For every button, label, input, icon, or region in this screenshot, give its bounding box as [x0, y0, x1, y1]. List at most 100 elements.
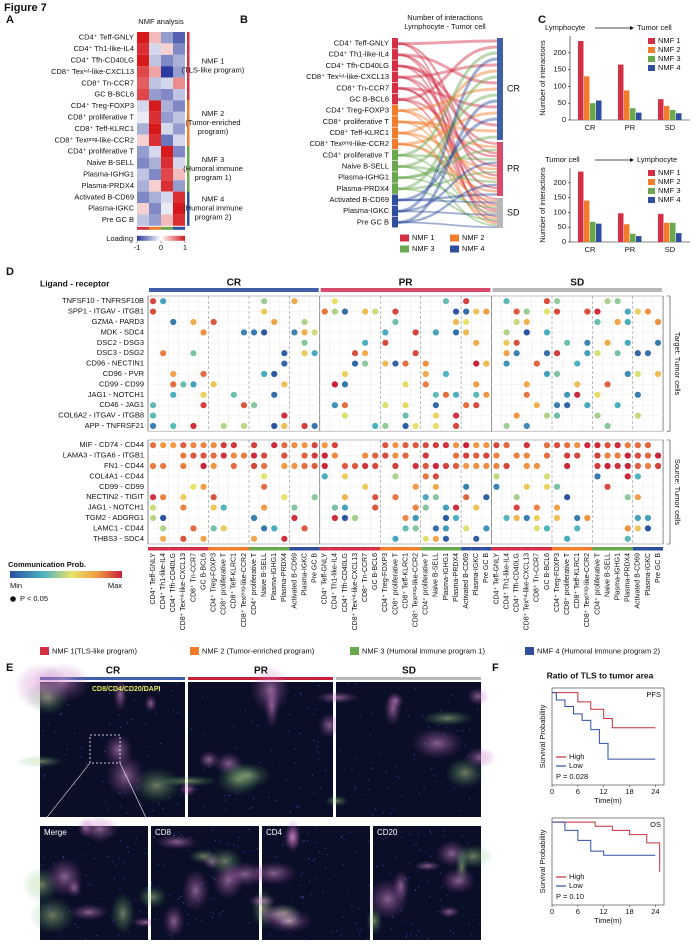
- bar: [624, 90, 630, 120]
- sankey-node-label: Plasma-IGKC: [343, 206, 389, 215]
- legend-swatch: [400, 234, 409, 242]
- legend-label: Low: [569, 761, 583, 770]
- communication-dot: [594, 452, 601, 459]
- image-speck: [110, 832, 112, 835]
- image-speck: [284, 701, 287, 703]
- heatmap-cell: [173, 203, 185, 215]
- communication-dot: [341, 462, 349, 470]
- communication-dot: [624, 442, 631, 449]
- image-speck: [452, 932, 454, 934]
- column-label: CD4⁺ Th1-like-IL4: [503, 553, 510, 610]
- communication-dot: [564, 402, 571, 409]
- image-speck: [144, 852, 146, 855]
- communication-dot: [513, 339, 520, 346]
- column-label: CD4⁺ Teff-GNLY: [322, 553, 329, 605]
- communication-dot: [543, 308, 551, 315]
- communication-dot: [513, 504, 520, 511]
- image-speck: [171, 689, 173, 692]
- ligand-receptor-label: TGM2 - ADGRG1: [85, 513, 144, 522]
- row-label: CD8⁺ Teff-KLRC1: [74, 124, 134, 133]
- sankey-ribbon: [397, 117, 498, 202]
- communication-dot: [473, 462, 480, 470]
- x-tick-label: CR: [585, 123, 596, 132]
- image-blob: [29, 896, 76, 935]
- image-speck: [160, 743, 162, 745]
- communication-dot: [250, 514, 258, 522]
- communication-dot: [160, 350, 167, 357]
- column-strip: [430, 547, 441, 551]
- image-speck: [308, 880, 311, 882]
- figure-title: Figure 7: [4, 2, 47, 14]
- communication-dot: [331, 514, 338, 522]
- image-speck: [129, 784, 131, 787]
- sankey-ribbon: [397, 148, 498, 179]
- communication-dot: [210, 462, 217, 470]
- communication-dot: [281, 422, 288, 430]
- column-label: CD4⁺ Treg-FOXP3: [554, 553, 561, 612]
- image-blob: [283, 824, 301, 851]
- image-speck: [145, 689, 147, 691]
- image-speck: [42, 905, 44, 907]
- sankey-ribbon: [397, 87, 498, 190]
- communication-dot: [432, 442, 439, 449]
- communication-dot: [513, 308, 520, 315]
- survival-curve: [552, 692, 656, 760]
- column-strip: [238, 547, 249, 551]
- column-strip: [370, 547, 381, 551]
- condition-strip: [40, 677, 185, 680]
- communication-dot: [452, 412, 460, 419]
- y-tick-label: 0: [562, 115, 566, 124]
- communication-dot: [331, 308, 338, 315]
- communication-dot: [553, 370, 561, 378]
- sankey-ribbon: [397, 210, 498, 216]
- sankey-target-label: SD: [507, 207, 520, 217]
- communication-dot: [351, 350, 359, 357]
- communication-dot: [382, 402, 389, 409]
- program-label: NMF 3: [202, 155, 225, 164]
- communication-dot: [402, 452, 409, 459]
- image-speck: [177, 711, 179, 713]
- zoom-line: [119, 762, 151, 827]
- communication-dot: [463, 308, 470, 315]
- legend-swatch: [648, 188, 655, 194]
- image-speck: [468, 875, 470, 877]
- communication-dot: [422, 504, 429, 511]
- image-speck: [423, 788, 425, 790]
- sankey-ribbon: [397, 120, 498, 148]
- image-speck: [158, 803, 160, 805]
- communication-dot: [553, 412, 561, 419]
- column-label: CD4⁺ Tfh-CD40LG: [170, 553, 177, 612]
- sankey-ribbon: [397, 75, 498, 168]
- image-speck: [158, 778, 161, 780]
- heatmap-cell: [173, 66, 185, 78]
- chart-title: Tumor cell: [637, 23, 672, 32]
- communication-dot: [634, 514, 641, 522]
- communication-dot: [634, 350, 641, 357]
- communication-dot: [341, 381, 349, 388]
- image-speck: [202, 696, 204, 698]
- communication-dot: [614, 402, 621, 409]
- sankey-node: [392, 82, 398, 94]
- image-speck: [135, 837, 137, 840]
- image-speck: [100, 835, 102, 837]
- heatmap-cell: [173, 32, 185, 44]
- column-strip: [329, 547, 340, 551]
- image-speck: [440, 710, 442, 712]
- communication-dot: [301, 442, 308, 449]
- communication-dot: [432, 462, 439, 470]
- column-label: CD4⁺ Teff-GNLY: [150, 553, 157, 605]
- row-label: CD4⁺ Tfh-CD40LG: [71, 55, 135, 64]
- chart-title: Lymphocyte: [545, 23, 585, 32]
- communication-dot: [543, 412, 551, 419]
- survival-curve: [552, 692, 656, 729]
- sankey-ribbon: [397, 165, 498, 183]
- column-strip: [471, 547, 482, 551]
- heatmap-cell: [137, 157, 149, 169]
- sankey-node: [392, 205, 398, 217]
- y-tick-label: 200: [553, 48, 566, 57]
- x-tick-label: 6: [576, 907, 580, 916]
- communication-dot: [372, 308, 379, 315]
- communication-dot: [624, 318, 631, 326]
- legend-label: NMF 2: [462, 233, 485, 242]
- bar: [664, 105, 670, 120]
